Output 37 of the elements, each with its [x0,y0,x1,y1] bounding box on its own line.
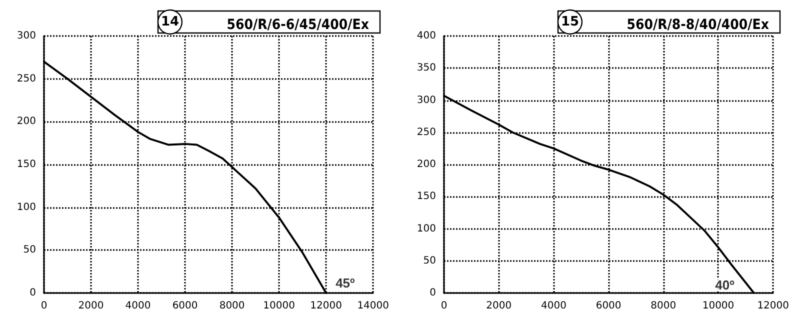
x-tick-label: 0 [40,300,48,312]
x-tick-label: 6000 [596,300,622,312]
x-tick-label: 10000 [702,300,734,312]
x-tick-label: 4000 [125,300,151,312]
x-tick-label: 6000 [172,300,198,312]
y-tick-label: 200 [416,159,436,170]
text: 15 [560,14,580,30]
x-tick-label: 12000 [757,300,789,312]
y-tick-label: 0 [30,288,36,298]
y-tick-label: 0 [430,288,436,298]
y-tick-label: 300 [16,30,36,42]
x-tick-label: 8000 [219,300,245,312]
y-tick-label: 150 [16,159,36,170]
y-tick-label: 200 [16,116,36,128]
y-tick-label: 100 [416,223,436,234]
x-tick-label: 4000 [540,300,566,312]
x-tick-label: 2000 [78,300,104,312]
x-tick-label: 0 [440,300,448,312]
text: 14 [160,14,180,30]
y-tick-label: 300 [416,94,436,106]
x-tick-label: 8000 [650,300,676,312]
annotation: 40º [715,278,735,292]
y-tick-label: 250 [16,73,36,84]
x-tick-label: 2000 [486,300,512,312]
y-tick-label: 50 [423,255,436,266]
x-tick-label: 12000 [310,300,342,312]
chart-title: 560/R/8-8/40/400/Ex [626,17,769,33]
annotation: 45º [336,276,356,290]
y-tick-label: 50 [23,244,36,256]
y-tick-label: 100 [16,202,36,213]
y-tick-label: 400 [416,30,436,42]
chart-title: 560/R/6-6/45/400/Ex [226,17,369,33]
y-tick-label: 250 [416,126,436,138]
x-tick-label: 14000 [357,300,389,312]
x-tick-label: 10000 [263,300,295,312]
y-tick-label: 350 [416,62,436,74]
y-tick-label: 150 [416,191,436,202]
